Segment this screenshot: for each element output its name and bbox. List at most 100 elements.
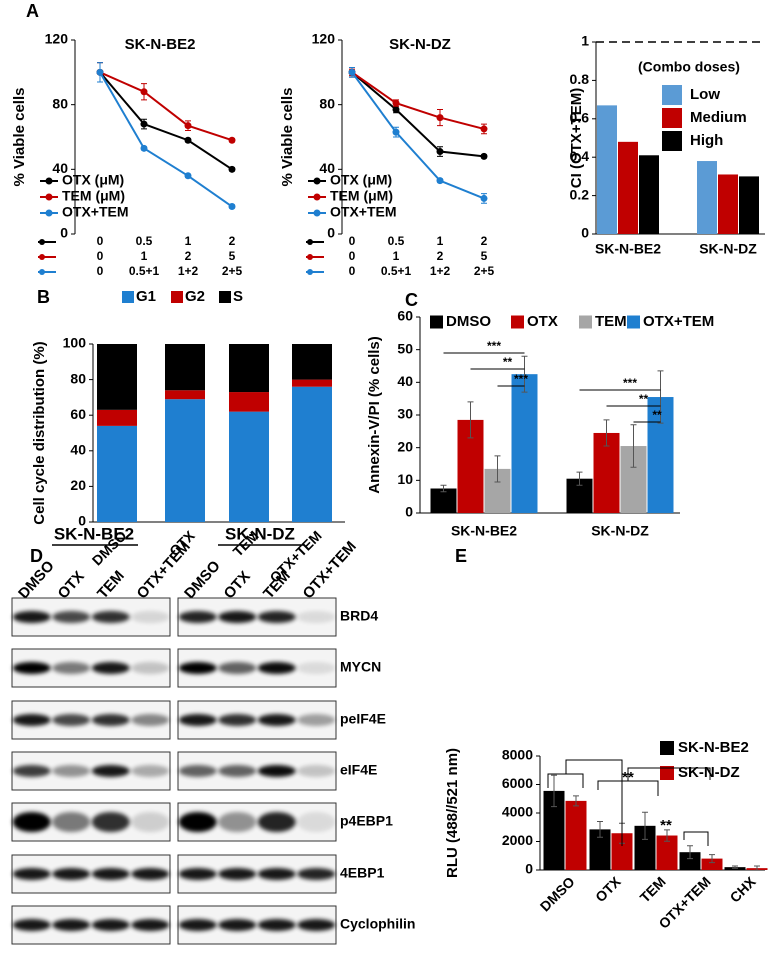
error-bar <box>551 774 557 808</box>
point <box>184 136 192 144</box>
y-tick-label: 0.6 <box>570 110 590 126</box>
blot-band <box>178 714 217 726</box>
y-axis-label: Cell cycle distribution (%) <box>31 341 48 524</box>
error-bar <box>687 845 693 860</box>
x-tick-label: CHX <box>727 873 760 906</box>
point <box>392 99 400 107</box>
point <box>228 203 236 211</box>
protein-label: eIF4E <box>340 762 377 778</box>
blot-band <box>131 765 170 777</box>
x-tick-label: SK-N-BE2 <box>451 523 517 539</box>
y-tick-label: 40 <box>397 373 413 389</box>
dose-label: 2 <box>481 234 488 248</box>
blot-band <box>91 662 130 674</box>
protein-label: peIF4E <box>340 711 386 727</box>
significance-label: ** <box>622 769 634 786</box>
protein-label: 4EBP1 <box>340 865 385 881</box>
dose-label: 0.5 <box>136 234 153 248</box>
blot-band <box>91 714 130 726</box>
y-tick-label: 4000 <box>502 804 533 820</box>
protein-label: MYCN <box>340 659 381 675</box>
bar <box>701 858 723 870</box>
significance-bracket <box>547 759 623 846</box>
legend-label: G1 <box>136 288 156 305</box>
bar-segment <box>97 344 137 410</box>
y-axis-label: RLU (488//521 nm) <box>444 748 461 878</box>
dose-label: 1 <box>141 249 148 263</box>
error-bar <box>664 829 670 842</box>
blot-band <box>91 812 130 832</box>
dose-row-marker <box>39 254 45 260</box>
protein-label: p4EBP1 <box>340 813 393 829</box>
y-axis-label: % Viable cells <box>11 88 28 187</box>
blot-band <box>91 611 130 623</box>
bar-segment <box>229 392 269 412</box>
blot-band <box>297 812 336 832</box>
bar-segment <box>165 390 205 400</box>
blot-band <box>178 919 217 931</box>
y-tick-label: 40 <box>52 160 68 176</box>
legend-label: OTX+TEM <box>62 204 129 220</box>
significance-label: ** <box>639 392 649 406</box>
lane-label: TEM <box>94 567 128 602</box>
lane-label: DMSO <box>181 557 224 602</box>
legend-swatch <box>171 291 183 303</box>
error-bar <box>573 795 579 807</box>
line <box>351 71 485 200</box>
y-axis-label: Annexin-V/PI (% cells) <box>366 336 383 494</box>
cell-line-header: SK-N-BE2 <box>54 524 134 543</box>
blot-band <box>178 662 217 674</box>
protein-label: Cyclophilin <box>340 916 415 932</box>
blot-band <box>257 662 296 674</box>
lane-label: OTX <box>55 568 88 602</box>
legend-label: TEM (μM) <box>62 188 125 204</box>
legend-title: (Combo doses) <box>638 59 740 75</box>
panel-label: E <box>455 546 467 566</box>
dose-row-marker <box>39 239 45 245</box>
legend-marker <box>45 193 53 201</box>
y-tick-label: 0 <box>581 225 589 241</box>
panel-label: C <box>405 290 418 310</box>
dose-label: 0 <box>97 264 104 278</box>
x-tick-label: OTX <box>592 873 624 905</box>
dose-label: 0 <box>97 234 104 248</box>
y-tick-label: 40 <box>319 160 335 176</box>
point <box>436 177 444 185</box>
dose-label: 2 <box>229 234 236 248</box>
y-tick-label: 60 <box>70 406 86 422</box>
dose-label: 1+2 <box>430 264 451 278</box>
significance-label: ** <box>503 355 513 369</box>
cell-line-header: SK-N-DZ <box>225 524 295 543</box>
blot-band <box>91 868 130 880</box>
dose-label: 0.5+1 <box>129 264 160 278</box>
error-bar <box>754 865 760 871</box>
point <box>436 148 444 156</box>
blot-band <box>52 765 91 777</box>
blot-band <box>218 714 257 726</box>
blot-band <box>91 919 130 931</box>
y-tick-label: 0 <box>78 513 86 529</box>
legend-swatch <box>662 85 682 105</box>
panel-label: A <box>26 1 39 21</box>
y-tick-label: 10 <box>397 471 413 487</box>
bar <box>430 488 457 513</box>
point <box>96 68 104 76</box>
legend-label: OTX (μM) <box>330 172 392 188</box>
y-tick-label: 0.4 <box>570 148 590 164</box>
significance-label: ** <box>660 817 672 834</box>
bar <box>697 161 717 234</box>
x-tick-label: SK-N-BE2 <box>595 241 661 257</box>
blot-band <box>131 611 170 623</box>
significance-label: *** <box>487 339 501 353</box>
bar-segment <box>165 399 205 522</box>
legend-label: OTX+TEM <box>643 313 714 330</box>
lane-label: OTX <box>221 568 254 602</box>
point <box>184 122 192 130</box>
blot-band <box>52 868 91 880</box>
blot-band <box>218 611 257 623</box>
y-tick-label: 20 <box>397 438 413 454</box>
legend-label: DMSO <box>446 313 491 330</box>
y-tick-label: 30 <box>397 406 413 422</box>
blot-band <box>218 868 257 880</box>
